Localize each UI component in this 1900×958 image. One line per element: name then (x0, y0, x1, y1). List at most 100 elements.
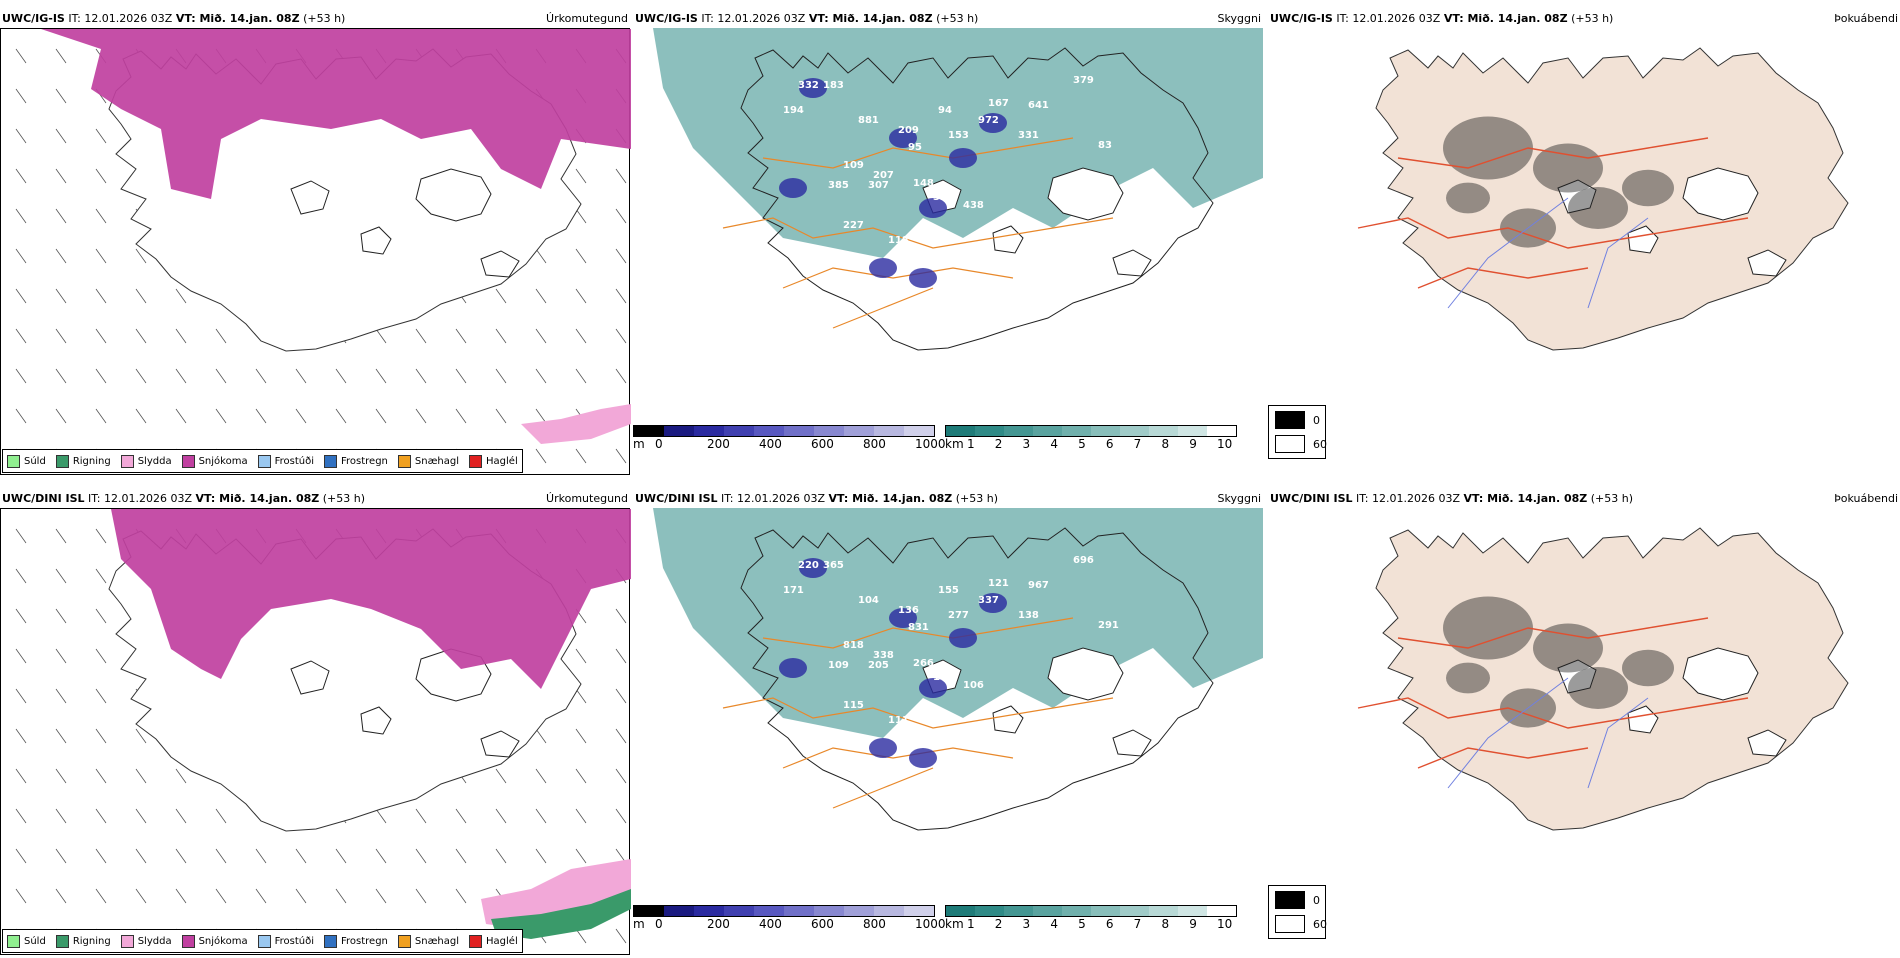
colorbar-tick: 1 (967, 917, 975, 931)
legend-swatch (469, 454, 483, 468)
colorbar-tick: 1 (967, 437, 975, 451)
fog-panel: UWC/IG-IS IT: 12.01.2026 03Z VT: Mið. 14… (1268, 10, 1900, 475)
colorbar-tick: 4 (1050, 917, 1058, 931)
model-name: UWC/IG-IS (1270, 12, 1333, 25)
cloud-base-label: 104 (858, 595, 879, 606)
wind-barb (55, 888, 67, 904)
wind-barb (15, 728, 27, 744)
legend-label: Haglél (486, 935, 518, 947)
legend-label: Frostregn (341, 935, 388, 947)
legend-item: Haglél (469, 934, 518, 948)
cloud-base-label: 328 (933, 192, 954, 203)
colorbar-tick: 4 (1050, 437, 1058, 451)
lead-time: (+53 h) (936, 12, 979, 25)
wind-barb (15, 288, 27, 304)
colorbar-tick: 3 (1022, 917, 1031, 931)
wind-barb (455, 408, 467, 424)
fog-shading (1443, 596, 1533, 660)
wind-barb (455, 808, 467, 824)
wind-barb (55, 848, 67, 864)
wind-barb (575, 168, 587, 184)
precip-map-canvas (15, 29, 631, 464)
fog-shading (1622, 649, 1674, 687)
fog-legend-label: 0 (1313, 413, 1320, 427)
legend-label: Rigning (72, 935, 111, 947)
colorbar-tick: 10 (1217, 917, 1233, 931)
legend-label: Súld (24, 455, 46, 467)
colorbar-tick: 9 (1189, 437, 1197, 451)
fog-legend-item: 60 (1275, 435, 1327, 453)
wind-barb (135, 728, 147, 744)
wind-barb (135, 768, 147, 784)
wind-barb (15, 808, 27, 824)
colorbar-tick: 2 (994, 437, 1003, 451)
wind-barb (95, 408, 107, 424)
wind-barb (95, 888, 107, 904)
cloud-base-cell (799, 558, 827, 578)
legend-item: Frostregn (324, 934, 388, 948)
wind-barb (55, 248, 67, 264)
wind-barb (15, 528, 27, 544)
wind-barb (95, 528, 107, 544)
cloud-base-label: 266 (913, 658, 934, 669)
river-network (1447, 677, 1649, 789)
legend-item: Slydda (120, 934, 172, 948)
init-time: IT: 12.01.2026 03Z (1356, 492, 1461, 505)
wind-barb (615, 288, 627, 304)
wind-barb (95, 728, 107, 744)
fog-legend-label: 0 (1313, 893, 1320, 907)
legend-swatch (7, 934, 20, 948)
cloud-base-label: 307 (868, 180, 889, 191)
fog-shading (1533, 623, 1603, 673)
cloud-base-cell (979, 113, 1007, 133)
wind-barb (615, 688, 627, 704)
legend-label: Snjókoma (198, 935, 248, 947)
legend-item: Frostúði (257, 454, 314, 468)
wind-barb (15, 768, 27, 784)
wind-barb (575, 328, 587, 344)
sleet-area (521, 404, 631, 444)
colorbar-unit: m (633, 437, 645, 451)
panel-title: UWC/DINI ISL IT: 12.01.2026 03Z VT: Mið.… (2, 492, 365, 505)
visibility-map: 220 365 171 104 136 831 155 121 337 967 696 138 277 8… (633, 508, 1263, 955)
cloud-base-label: 831 (908, 622, 929, 633)
legend-item: Rigning (55, 454, 111, 468)
cloud-base-cell (869, 738, 897, 758)
cloud-base-label: 171 (783, 585, 804, 596)
cloud-base-label: 365 (823, 560, 844, 571)
legend-swatch (397, 454, 411, 468)
cloud-base-label: 227 (843, 220, 864, 231)
cloud-base-cell (979, 593, 1007, 613)
cloud-base-label: 332 (798, 80, 819, 91)
wind-barb (455, 848, 467, 864)
road-network (722, 617, 1114, 809)
cloud-base-label: 111 (888, 715, 909, 726)
wind-barb (135, 368, 147, 384)
lead-time: (+53 h) (1571, 12, 1614, 25)
cloud-base-label: 881 (858, 115, 879, 126)
wind-barb (375, 368, 387, 384)
colorbar-tick: 800 (863, 437, 886, 451)
panel-title: UWC/IG-IS IT: 12.01.2026 03Z VT: Mið. 14… (635, 12, 978, 25)
wind-barb (615, 768, 627, 784)
cloud-base-cell (779, 658, 807, 678)
cloud-base-label: 183 (823, 80, 844, 91)
wind-barb (175, 808, 187, 824)
valid-time: VT: Mið. 14.jan. 08Z (195, 492, 320, 505)
wind-barb (95, 808, 107, 824)
wind-barb (335, 888, 347, 904)
wind-barb (415, 808, 427, 824)
rain-area (491, 889, 631, 939)
wind-barb (615, 928, 627, 944)
wind-barb (135, 288, 147, 304)
legend-label: Snæhagl (414, 935, 460, 947)
wind-barb (95, 168, 107, 184)
cloud-base-cell (909, 748, 937, 768)
colorbar-tick: 8 (1161, 437, 1170, 451)
colorbar-tick: 800 (863, 917, 886, 931)
wind-barb (55, 728, 67, 744)
wind-barb (495, 408, 507, 424)
cloud-base-cell (949, 148, 977, 168)
precip-type-panel: UWC/IG-IS IT: 12.01.2026 03Z VT: Mið. 14… (0, 10, 631, 475)
legend-swatch (324, 934, 337, 948)
